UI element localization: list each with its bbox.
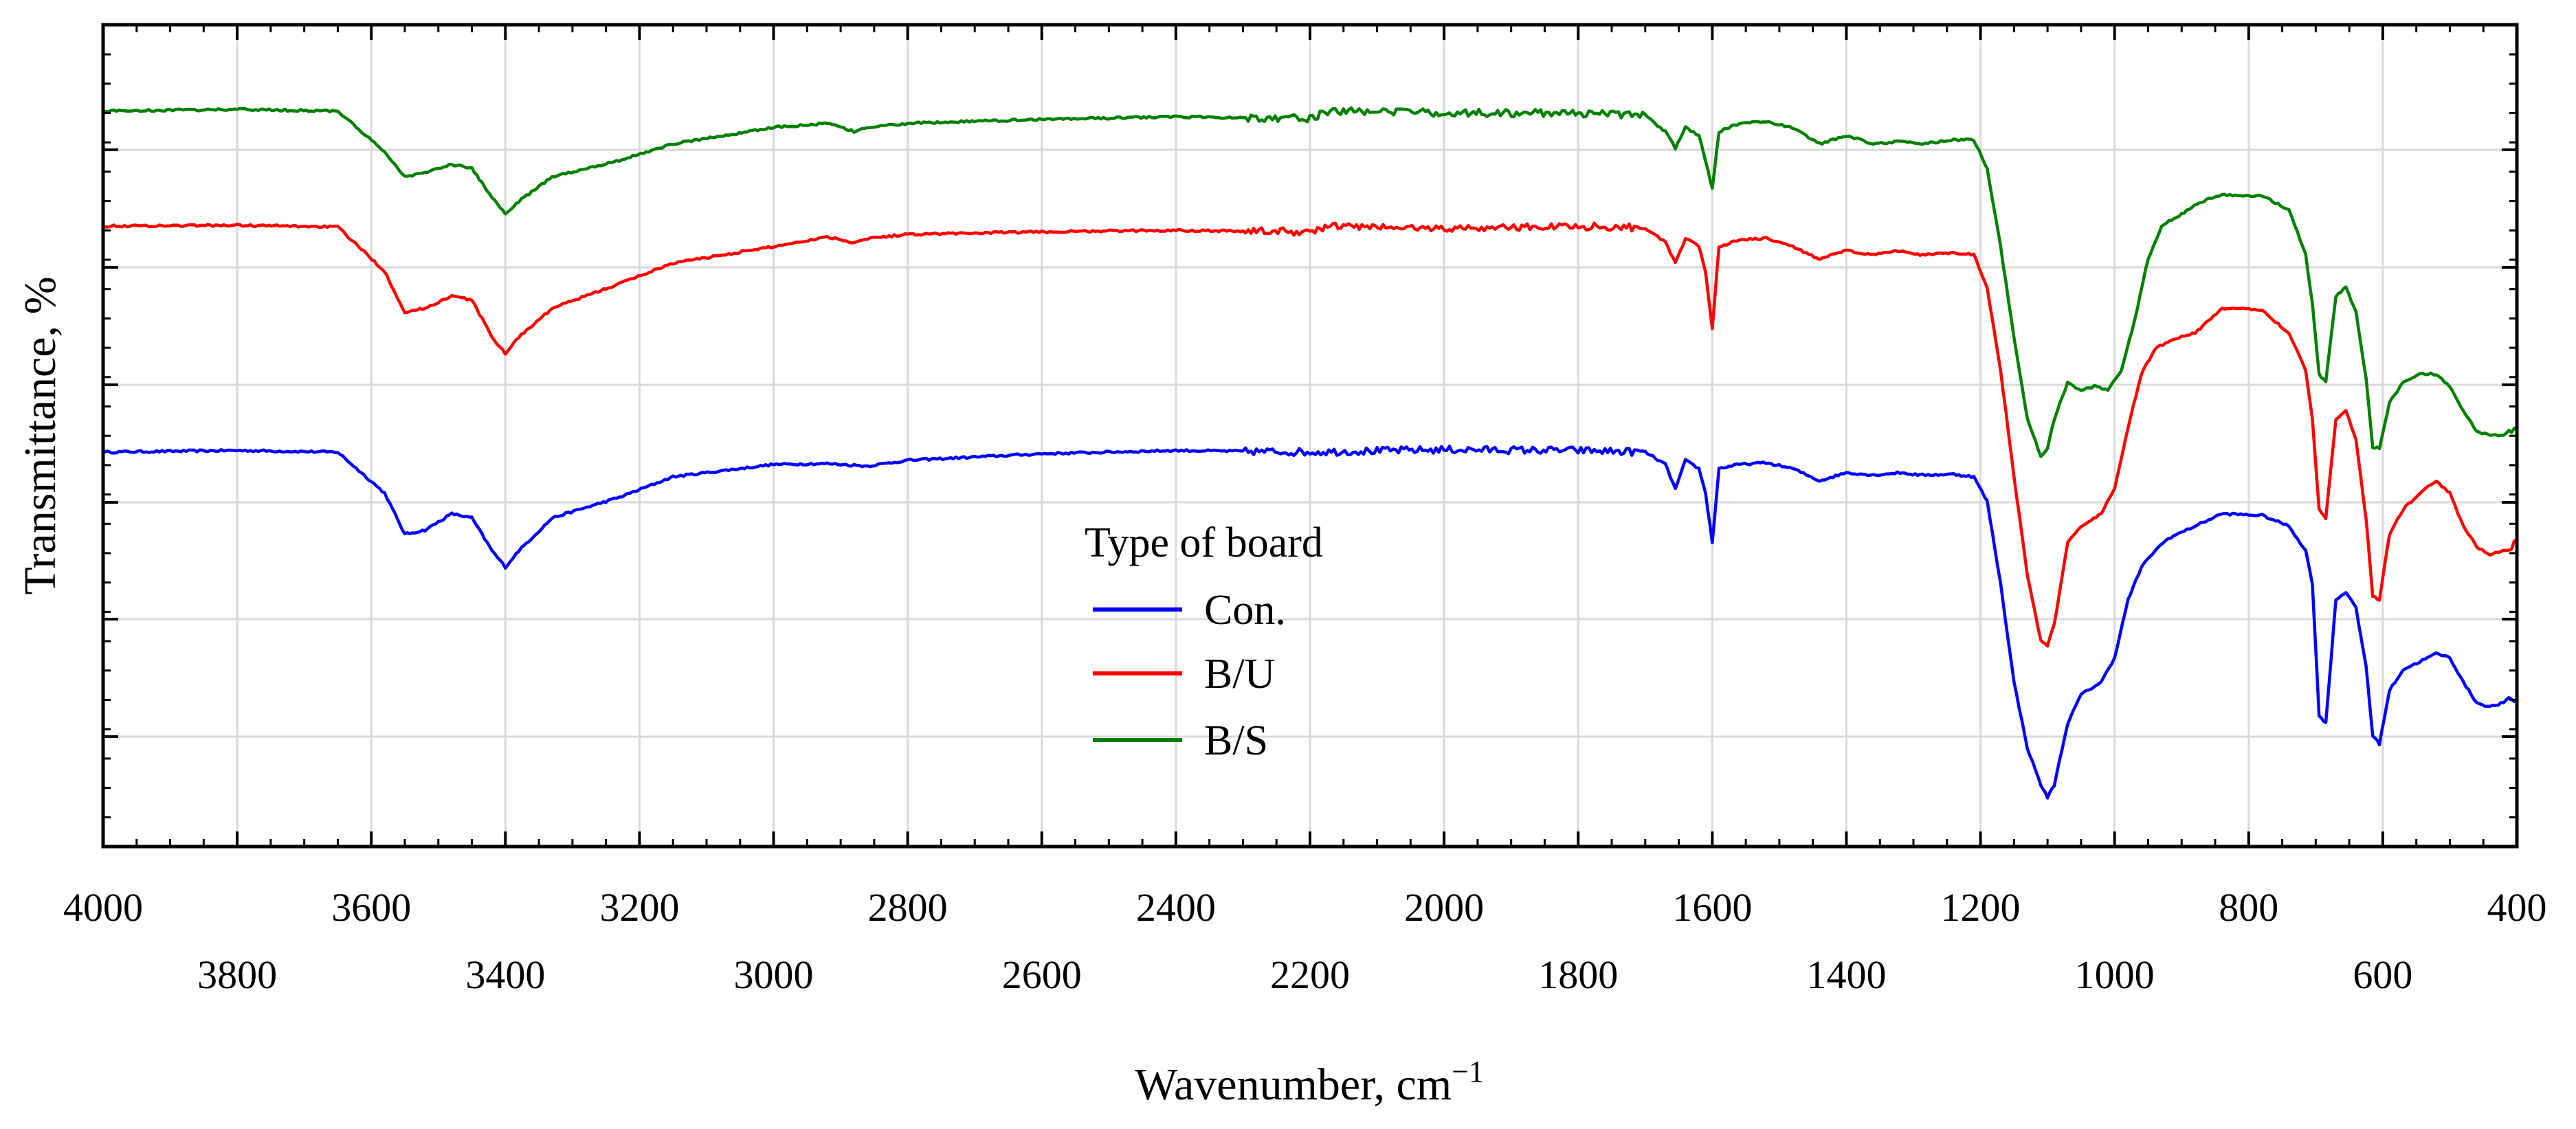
x-tick-label-600: 600 (2353, 952, 2412, 997)
x-tick-label-1000: 1000 (2075, 952, 2155, 997)
legend-label-con: Con. (1204, 587, 1286, 634)
legend-label-bu: B/U (1204, 651, 1275, 697)
x-axis-title-main: Wavenumber, cm (1135, 1060, 1452, 1110)
x-tick-label-3600: 3600 (331, 885, 411, 930)
legend-title: Type of board (1085, 519, 1323, 566)
x-tick-labels: 4000 3600 3200 2800 2400 2000 1600 1200 800 400 38… (63, 885, 2547, 997)
x-tick-label-400: 400 (2487, 885, 2547, 930)
legend-entry-bs: B/S (1093, 717, 1268, 764)
x-axis-title: Wavenumber, cm−1 (1135, 1055, 1484, 1110)
x-tick-label-3000: 3000 (734, 952, 814, 997)
grid-lines (103, 25, 2517, 847)
x-tick-label-3800: 3800 (197, 952, 277, 997)
x-tick-label-4000: 4000 (63, 885, 143, 930)
legend-label-bs: B/S (1204, 717, 1268, 764)
axis-ticks (102, 23, 2518, 848)
series-line-bu (102, 221, 2518, 648)
x-tick-label-2800: 2800 (868, 885, 948, 930)
x-tick-label-2200: 2200 (1270, 952, 1350, 997)
series-lines (102, 106, 2518, 800)
legend: Type of board Con. B/U B/S (1085, 519, 1323, 764)
x-tick-label-2600: 2600 (1002, 952, 1082, 997)
x-tick-label-1600: 1600 (1672, 885, 1752, 930)
x-axis-title-superscript: −1 (1452, 1055, 1484, 1088)
x-tick-label-1200: 1200 (1941, 885, 2021, 930)
legend-entry-con: Con. (1093, 587, 1286, 634)
x-tick-label-3400: 3400 (465, 952, 545, 997)
x-tick-label-2000: 2000 (1404, 885, 1484, 930)
series-line-bs (102, 106, 2518, 458)
x-tick-label-800: 800 (2219, 885, 2278, 930)
x-tick-label-3200: 3200 (599, 885, 679, 930)
legend-entry-bu: B/U (1093, 651, 1275, 697)
x-tick-label-1800: 1800 (1538, 952, 1618, 997)
series-line-con (102, 445, 2518, 800)
x-tick-label-1400: 1400 (1806, 952, 1886, 997)
x-tick-label-2400: 2400 (1136, 885, 1216, 930)
y-axis-title: Transmittance, % (15, 276, 65, 594)
